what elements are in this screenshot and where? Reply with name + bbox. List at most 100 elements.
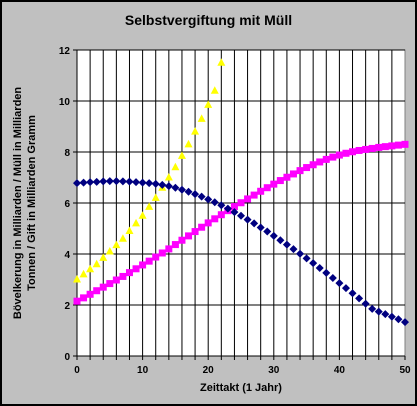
data-point (185, 232, 193, 240)
data-point (315, 264, 324, 273)
data-point (198, 223, 206, 231)
data-point (244, 195, 252, 203)
data-point (250, 191, 258, 199)
data-point (138, 178, 147, 187)
data-point (217, 58, 226, 66)
data-point (355, 294, 364, 303)
data-point (394, 141, 402, 149)
data-point (145, 179, 154, 188)
data-point (152, 253, 160, 261)
data-point (158, 180, 167, 189)
data-point (132, 178, 141, 187)
y-tick-label: 0 (64, 352, 70, 363)
data-point (401, 318, 409, 327)
data-point (204, 219, 212, 227)
data-point (269, 231, 278, 240)
data-point (322, 268, 331, 277)
data-point (86, 290, 94, 298)
data-point (210, 198, 219, 207)
series-layer (73, 58, 409, 327)
data-point (184, 187, 193, 196)
data-point (316, 158, 324, 166)
data-point (381, 310, 390, 319)
data-point (276, 236, 285, 245)
data-point (362, 145, 370, 153)
x-tick-label: 40 (334, 365, 346, 376)
y-axis-title-line-2: Tonnen / Gift in Milliarden Gramm (26, 115, 38, 291)
data-point (303, 164, 311, 172)
data-point (309, 259, 318, 268)
data-point (105, 177, 114, 186)
data-point (374, 307, 383, 316)
data-point (125, 269, 133, 277)
data-point (99, 177, 108, 186)
y-tick-label: 12 (59, 46, 71, 57)
data-point (92, 177, 101, 186)
x-tick-label: 20 (203, 365, 215, 376)
data-point (191, 228, 199, 236)
chart-title: Selbstvergiftung mit Müll (124, 12, 293, 28)
data-point (256, 223, 265, 232)
data-point (132, 265, 140, 273)
data-point (164, 182, 173, 191)
data-point (92, 259, 101, 268)
data-point (79, 178, 88, 187)
data-point (112, 240, 121, 249)
x-tick-label: 10 (137, 365, 149, 376)
data-point (191, 127, 200, 135)
data-point (263, 227, 272, 236)
data-point (296, 249, 305, 258)
data-point (177, 151, 186, 159)
y-tick-label: 6 (64, 199, 70, 210)
data-point (99, 253, 108, 261)
data-point (125, 177, 134, 186)
data-point (191, 190, 200, 199)
data-point (73, 179, 81, 188)
data-point (106, 280, 114, 288)
data-point (86, 264, 95, 273)
tick-labels: 0 2 4 6 8 10 12 0 10 20 30 40 50 (59, 46, 411, 376)
data-point (289, 170, 297, 178)
data-point (165, 245, 173, 253)
data-point (328, 273, 337, 282)
data-point (349, 148, 357, 156)
data-point (171, 162, 180, 171)
data-point (151, 179, 160, 188)
data-point (132, 218, 141, 227)
y-tick-label: 2 (64, 301, 70, 312)
axes (73, 49, 406, 360)
data-point (164, 173, 173, 181)
y-tick-label: 10 (59, 97, 71, 108)
data-point (125, 226, 134, 235)
data-point (158, 249, 166, 257)
data-point (86, 178, 95, 187)
data-point (138, 211, 147, 219)
series-diamond (73, 177, 409, 327)
data-point (93, 287, 101, 295)
data-point (394, 315, 403, 324)
data-point (197, 192, 206, 201)
x-tick-label: 0 (74, 365, 80, 376)
data-point (145, 257, 153, 265)
data-point (178, 236, 186, 244)
data-point (197, 114, 206, 122)
y-tick-label: 4 (64, 250, 70, 261)
data-point (73, 297, 81, 305)
data-point (276, 177, 284, 185)
data-point (335, 279, 344, 288)
data-point (177, 185, 186, 194)
data-point (112, 276, 120, 284)
y-axis-title-line-1: Bövelkerung in Milliarden / Müll in Mill… (12, 87, 24, 320)
data-point (99, 283, 107, 291)
data-point (270, 180, 278, 188)
data-point (243, 215, 252, 224)
series-square (73, 140, 409, 305)
data-point (348, 289, 357, 298)
data-point (79, 269, 88, 278)
data-point (223, 204, 232, 213)
data-point (211, 215, 219, 223)
data-point (184, 139, 193, 148)
data-point (204, 100, 213, 108)
data-point (355, 146, 363, 154)
